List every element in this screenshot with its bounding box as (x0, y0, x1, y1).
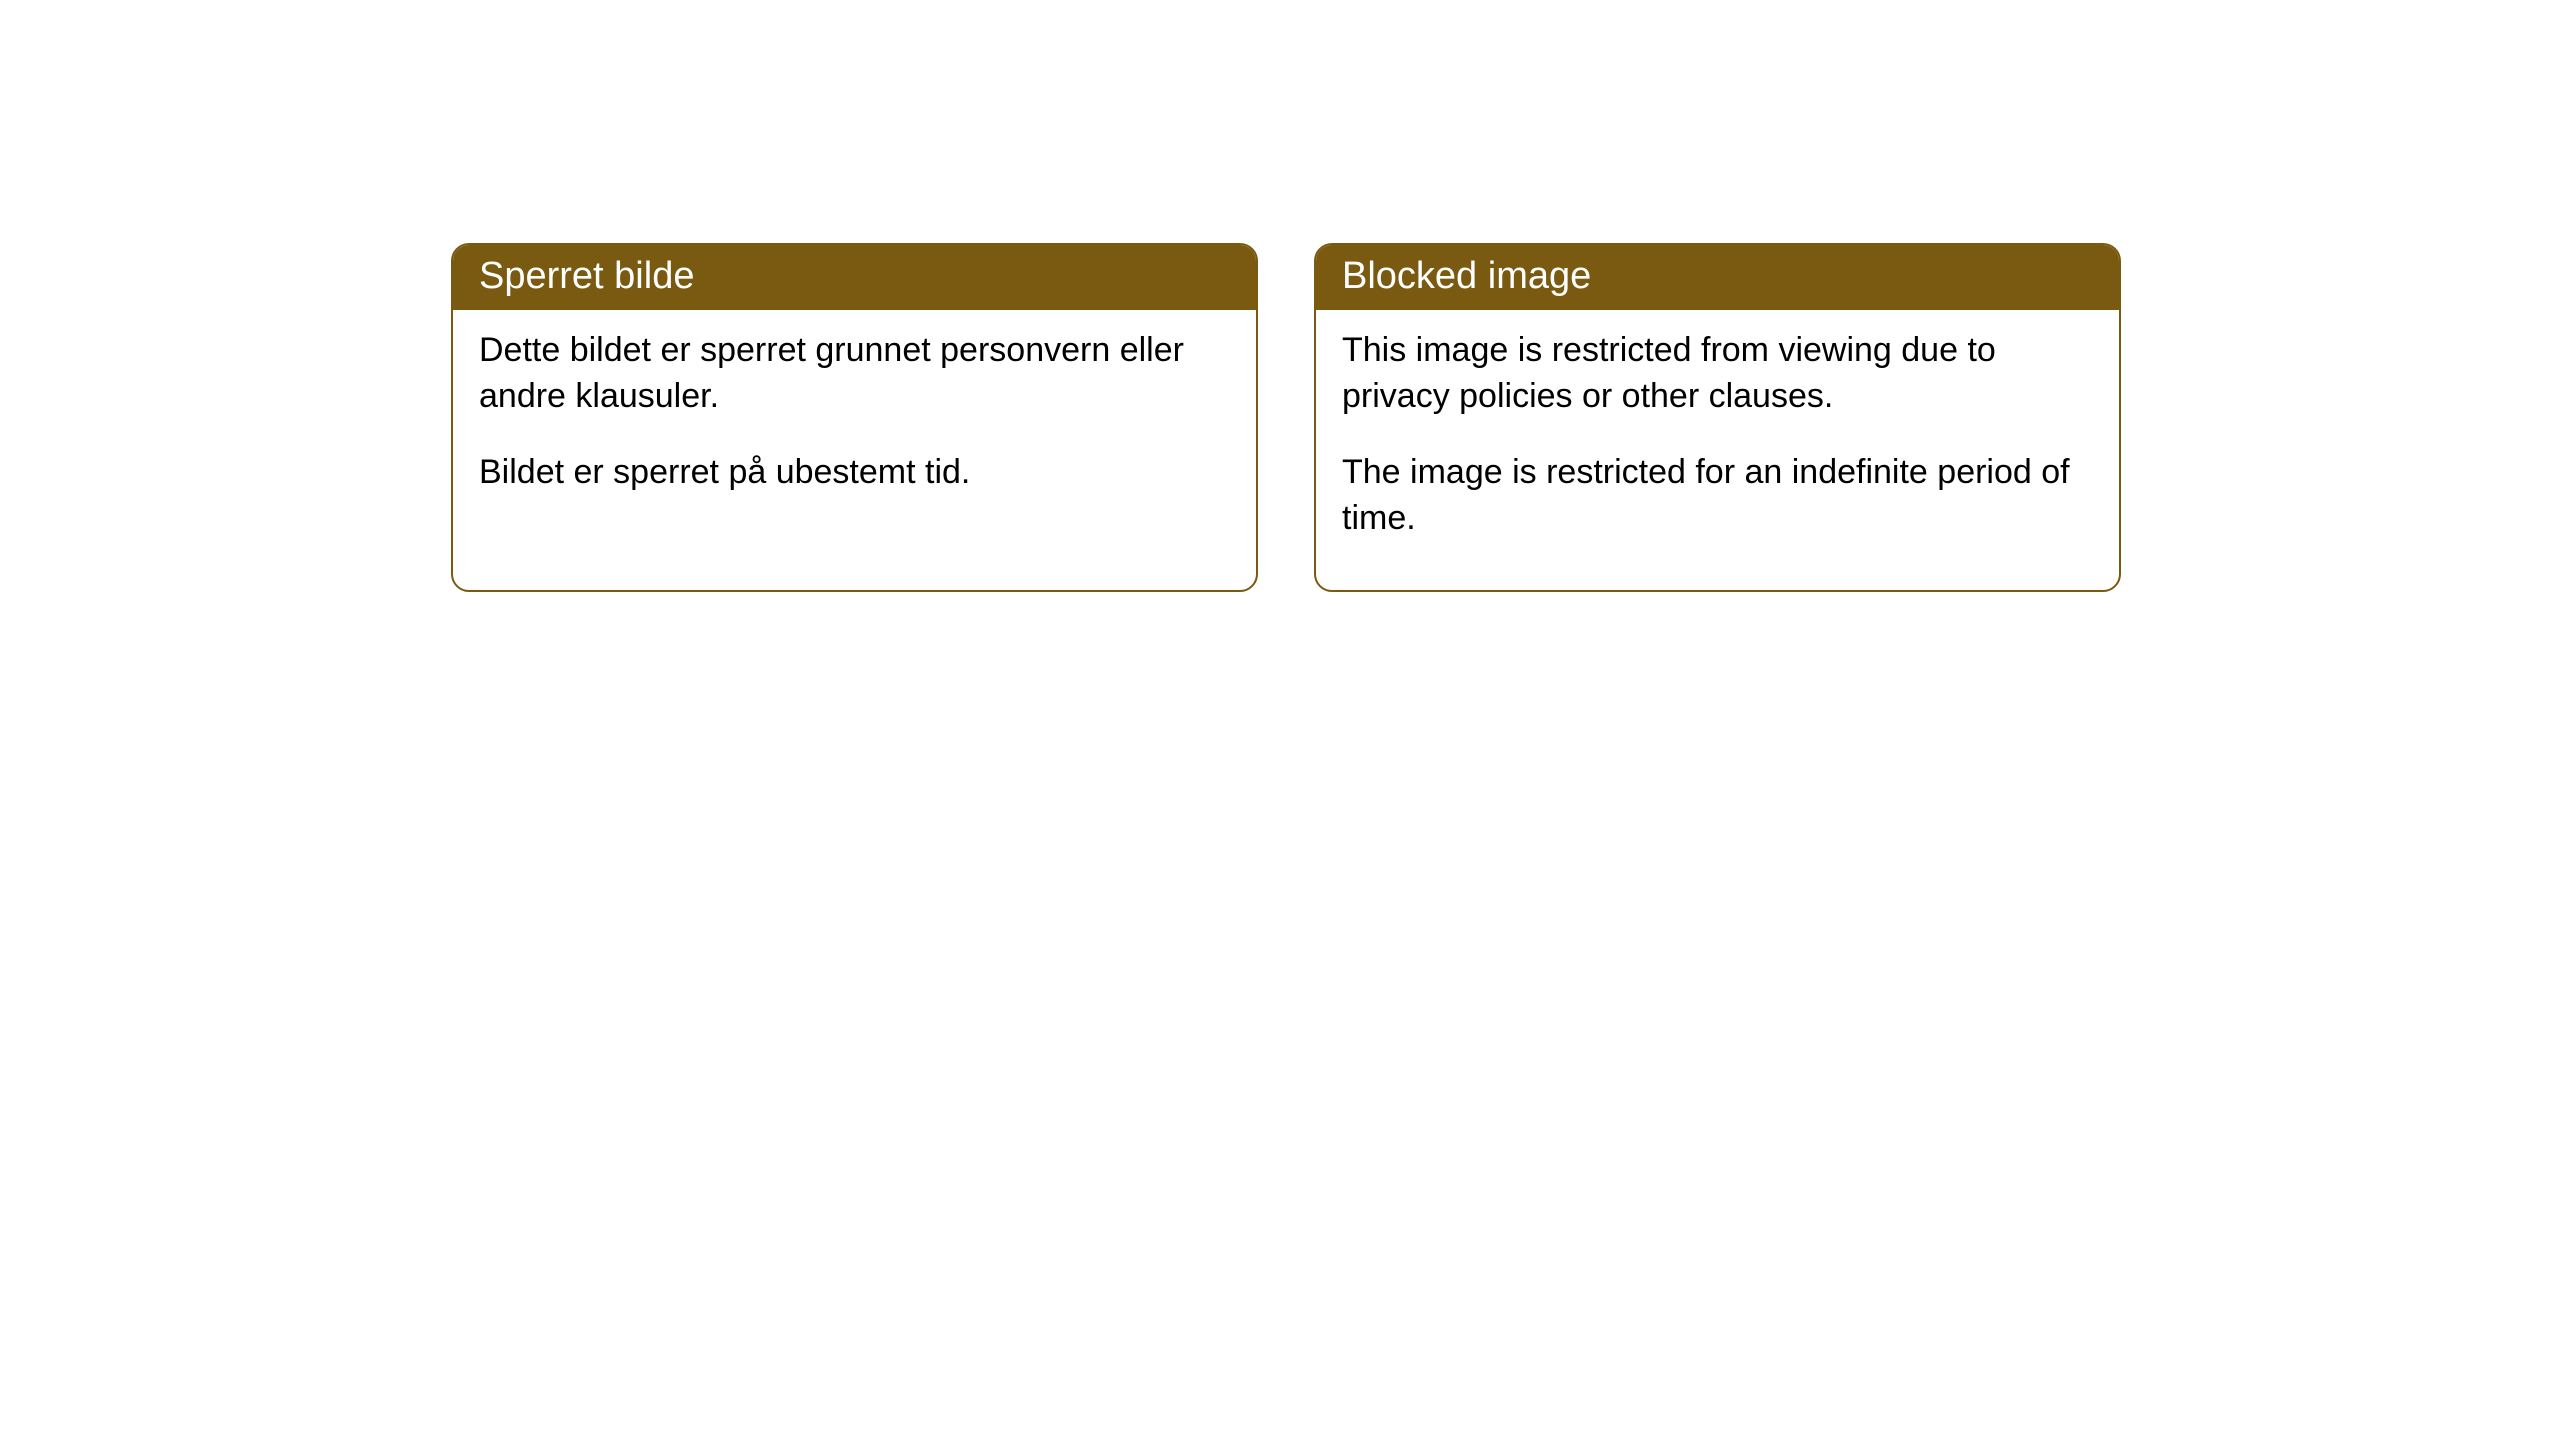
cards-container: Sperret bilde Dette bildet er sperret gr… (0, 0, 2560, 592)
card-paragraph: Dette bildet er sperret grunnet personve… (479, 328, 1230, 420)
blocked-image-card-norwegian: Sperret bilde Dette bildet er sperret gr… (451, 243, 1258, 592)
blocked-image-card-english: Blocked image This image is restricted f… (1314, 243, 2121, 592)
card-body: This image is restricted from viewing du… (1316, 310, 2119, 590)
card-paragraph: Bildet er sperret på ubestemt tid. (479, 450, 1230, 496)
card-paragraph: This image is restricted from viewing du… (1342, 328, 2093, 420)
card-title: Blocked image (1316, 245, 2119, 310)
card-title: Sperret bilde (453, 245, 1256, 310)
card-body: Dette bildet er sperret grunnet personve… (453, 310, 1256, 544)
card-paragraph: The image is restricted for an indefinit… (1342, 450, 2093, 542)
